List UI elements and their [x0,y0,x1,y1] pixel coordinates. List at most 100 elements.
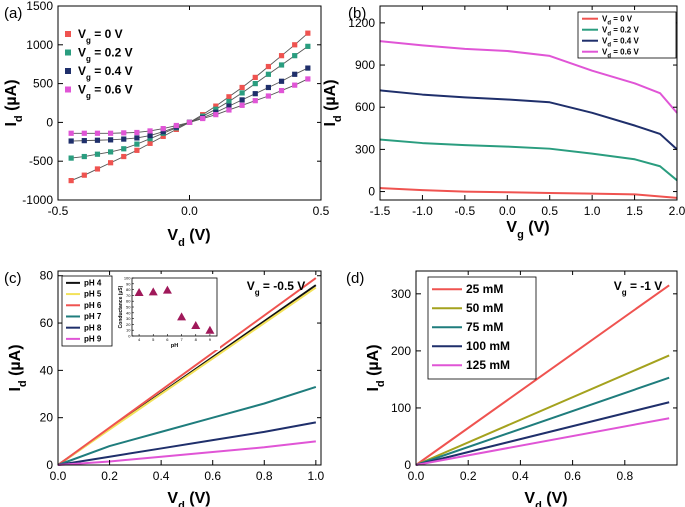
data-point-vg-0-4-v [68,138,74,144]
inset-y-tick-label: 10 [126,328,131,333]
data-point-vg-0-v [213,103,219,109]
data-point-vg-0-4-v [252,91,258,97]
inset-y-tick-label: 0 [128,334,131,339]
data-point-vg-0-6-v [200,115,206,122]
y-tick-label: 40 [40,363,54,377]
legend-label-vg-0-6-v: Vg = 0.6 V [78,83,133,101]
panel-d-frame [415,270,678,466]
inset-y-tick-label: 70 [126,293,131,298]
gate-voltage-annotation: Vg = -1 V [614,279,663,297]
inset-y-tick-label: 40 [126,310,131,315]
data-point-vg-0-v [252,74,258,80]
panel-c-frame [57,270,322,466]
data-point-vg-0-6-v [239,102,245,108]
legend-marker-vg-0-4-v [65,68,71,74]
data-point-vg-0-v [226,94,232,100]
x-tick-label: 1.0 [307,469,324,483]
y-tick-label: 300 [391,287,411,301]
panel-label: (a) [4,5,22,22]
panel-a-axes: -0.5 0.0 0.5 -1000 -500 0 500 1000 1500 Vd (V) Id … [3,0,330,249]
y-tick-label: 100 [391,401,411,415]
data-point-vg-0-v [81,172,87,178]
series-line-ph-8 [57,421,317,466]
inset-x-tick-label: 4 [138,337,141,342]
data-point-vg-0-v [134,147,140,153]
x-tick-label: -0.5 [455,204,476,218]
data-point-vg-0-6-v [226,107,232,113]
inset-x-axis-label: pH [171,343,178,349]
data-point-vg-0-4-v [278,78,285,84]
panel-a: (a) -0.5 0.0 0.5 -1000 -500 0 500 1000 1500 Vd (V… [3,0,330,249]
inset-data-point [191,321,201,330]
data-point-vg-0-6-v [160,126,166,132]
inset-y-tick-label: 80 [126,287,131,292]
series-line-25-mm [415,284,670,466]
data-point-vg-0-2-v [213,106,219,112]
y-axis-label: Id (µA) [7,344,29,391]
data-point-vg-0-v [292,42,298,48]
panel-label: (b) [348,5,366,22]
data-point-vg-0-2-v [134,141,140,147]
x-tick-label: 0.6 [564,469,581,483]
panel-a-marks [68,30,311,184]
x-tick-label: 0.6 [204,469,221,483]
panel-c-inset: 4 5 6 7 8 90102030405060708090100pHConductanc… [118,274,220,350]
inset-y-tick-label: 20 [126,322,131,327]
series-line-vd-0-2-v [379,138,678,182]
data-point-vg-0-v [147,140,153,146]
data-point-vg-0-2-v [81,153,87,160]
legend-label-ph-9: pH 9 [84,335,102,344]
gate-voltage-annotation: Vg = -0.5 V [247,279,306,297]
y-axis-label: Id (µA) [322,79,344,126]
data-point-vg-0-v [305,30,311,36]
x-tick-label: 1.0 [584,204,601,218]
panel-d-annotation: Vg = -1 V [614,279,663,297]
panel-b-frame [379,5,678,201]
y-tick-label: 900 [355,58,375,72]
x-tick-label: 0.0 [181,204,198,218]
panel-a-legend: Vg = 0 VVg = 0.2 VVg = 0.4 VVg = 0.6 V [65,27,133,100]
data-point-vg-0-2-v [292,53,298,59]
x-tick-label: 0.8 [256,469,273,483]
legend-marker-vg-0-6-v [65,86,71,93]
y-tick-label: 0 [46,458,53,472]
data-point-vg-0-6-v [292,82,298,88]
y-tick-label: -500 [29,154,53,168]
data-point-vg-0-v [239,84,245,91]
panel-label: (c) [4,270,22,287]
inset-y-axis-label: Conductance (µS) [118,285,124,328]
data-point-vg-0-2-v [278,62,285,68]
inset-data-point [177,312,187,321]
data-point-vg-0-4-v [305,65,311,71]
data-point-vg-0-4-v [239,97,245,103]
x-tick-label: 0.2 [101,469,118,483]
data-point-vg-0-4-v [121,136,127,142]
x-tick-label: 0.5 [541,204,558,218]
inset-y-tick-label: 50 [126,305,131,310]
legend-label-ph-6: pH 6 [84,301,102,310]
series-line-ph-6 [57,277,317,466]
data-point-vg-0-4-v [134,135,140,141]
y-tick-label: 200 [391,344,411,358]
series-line-50-mm [415,354,670,466]
x-tick-label: -1.5 [370,204,391,218]
data-point-vg-0-6-v [278,87,285,94]
legend-label-vg-0-v: Vg = 0 V [78,27,123,45]
series-line-ph-9 [57,440,316,466]
series-line-100-mm [415,401,670,466]
legend-label-ph-8: pH 8 [84,323,102,332]
y-tick-label: 0 [368,185,375,199]
inset-data-point [148,287,158,296]
x-tick-label: 0.0 [499,204,516,218]
panel-c-marks [57,277,317,466]
inset-data-point [134,288,144,296]
data-point-vg-0-6-v [108,130,114,136]
x-tick-label: 2.0 [669,204,685,218]
x-tick-label: 1.5 [626,204,643,218]
panel-c-annotation: Vg = -0.5 V [247,279,306,297]
data-point-vg-0-6-v [265,93,271,99]
data-point-vg-0-6-v [186,119,193,125]
x-tick-label: 0.0 [408,469,425,483]
inset-y-tick-label: 100 [124,276,131,281]
